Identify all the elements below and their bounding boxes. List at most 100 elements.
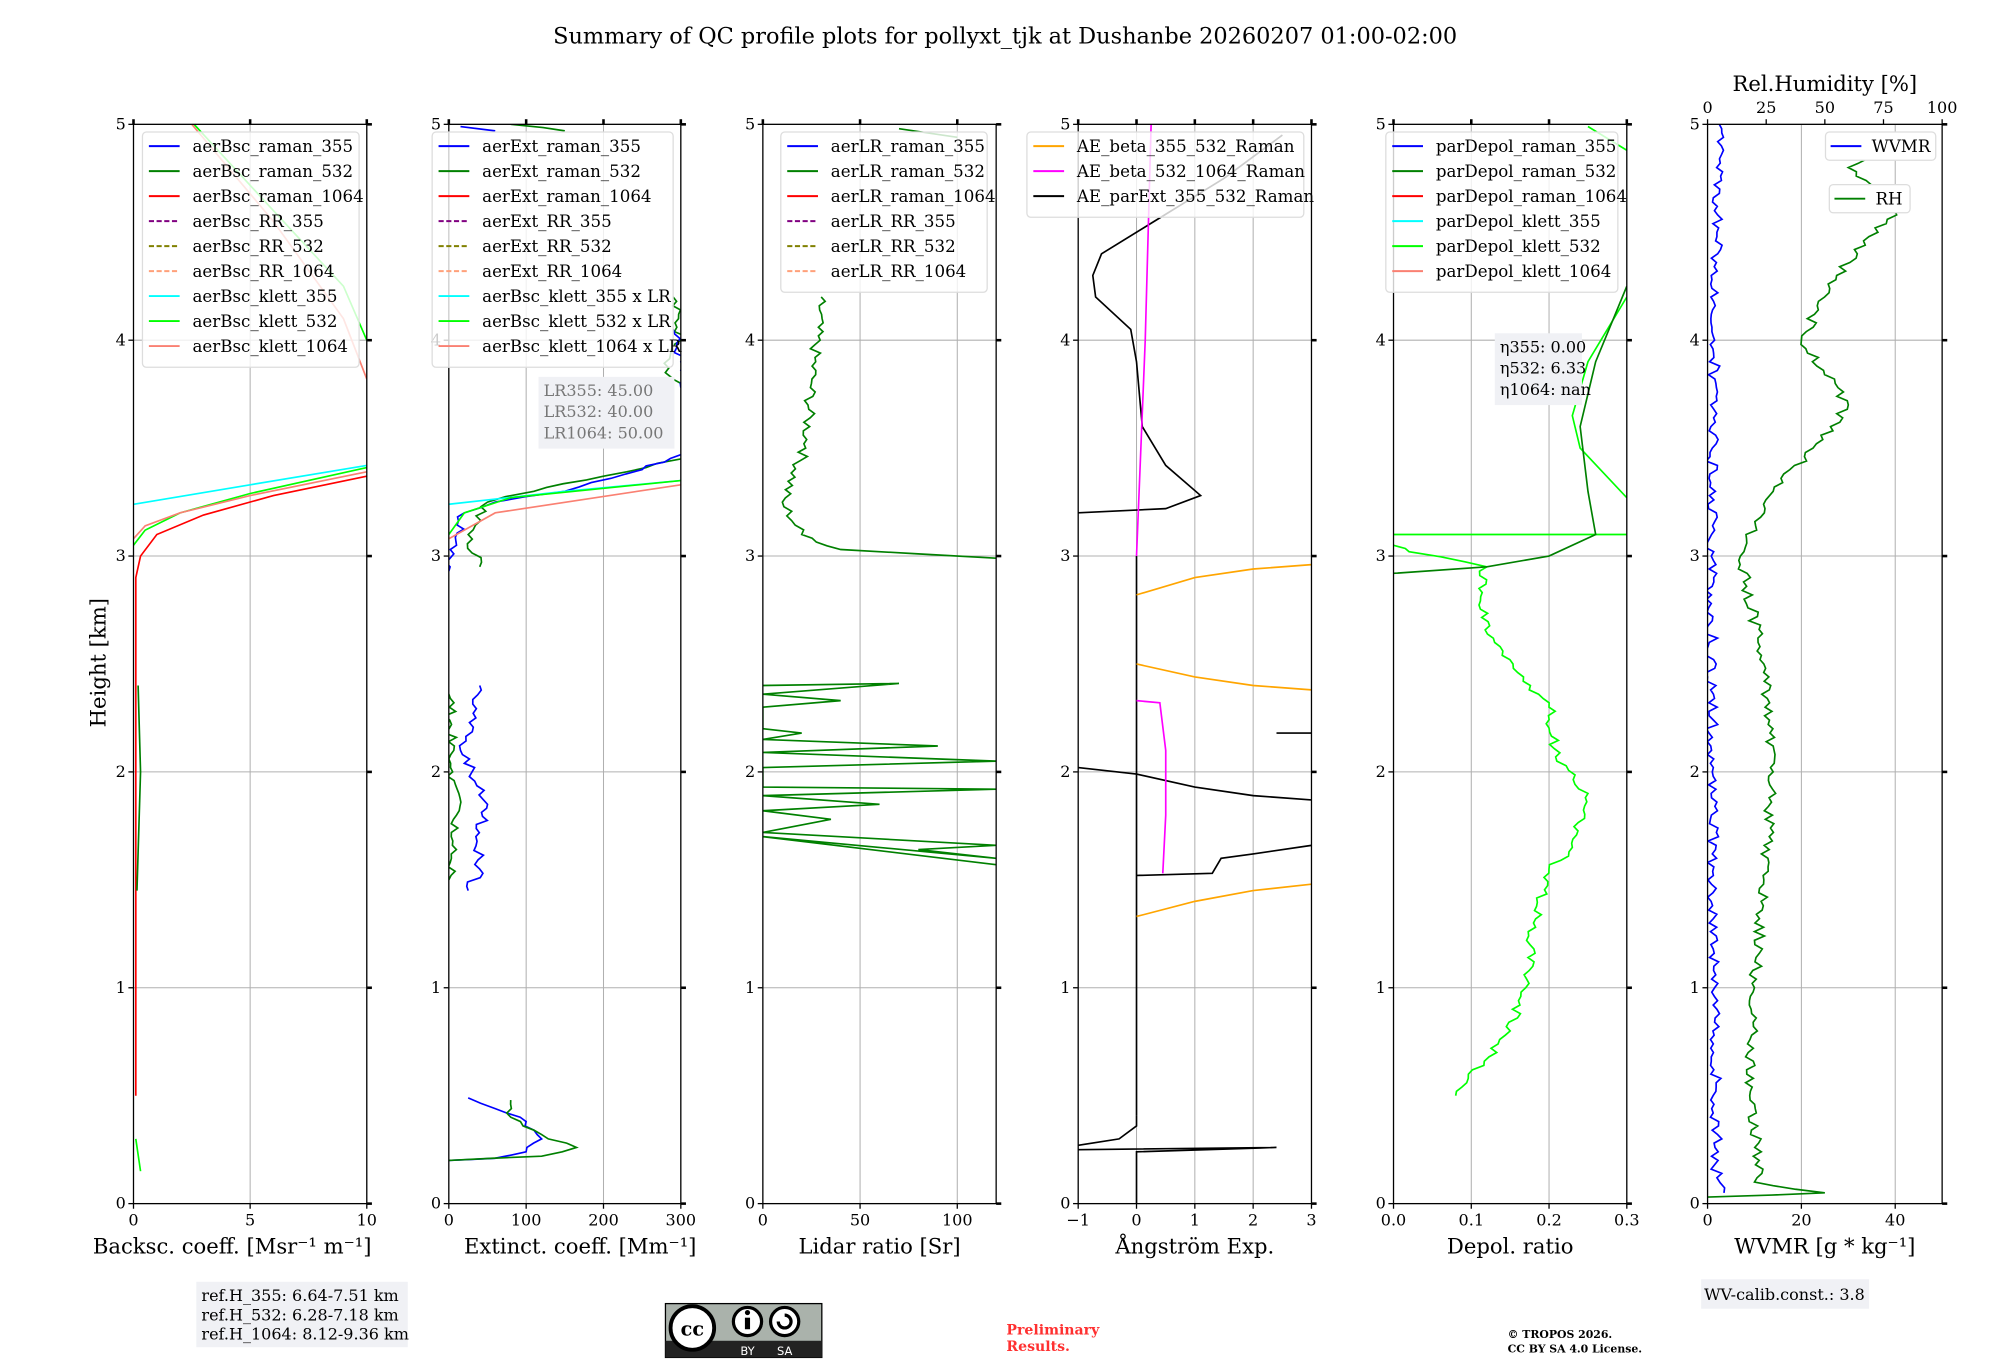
x-tick-label: 0 (444, 1210, 454, 1229)
legend-entry: aerLR_RR_532 (831, 237, 956, 256)
top-x-tick-label: 25 (1756, 98, 1776, 117)
x-tick-label: 0 (128, 1210, 138, 1229)
series-line-ae-beta-355-532-raman (1136, 563, 1312, 596)
legend-entry: parDepol_klett_355 (1436, 212, 1601, 231)
legend-wvmr: WVMR (1824, 131, 1937, 161)
legend-entry: aerExt_RR_1064 (482, 262, 622, 281)
axes-frame (448, 123, 682, 1205)
y-axis-label: Height [km] (85, 598, 110, 727)
x-axis-label: Backsc. coeff. [Msr⁻¹ m⁻¹] (93, 1234, 372, 1259)
license-note: CC BY SA 4.0 License. (1508, 1342, 1642, 1355)
y-tick-label: 4 (1376, 330, 1386, 349)
legend-entry: RH (1875, 189, 1902, 208)
x-tick-label: 0 (758, 1210, 768, 1229)
ref-heights-box: ref.H_355: 6.64-7.51 km ref.H_532: 6.28-… (196, 1281, 409, 1348)
annotation-line: η532: 6.33 (1500, 359, 1586, 378)
series-line-aerbsc-klett-532-x-lr (448, 479, 681, 535)
svg-text:SA: SA (777, 1344, 793, 1358)
figure-title: Summary of QC profile plots for pollyxt_… (553, 24, 1457, 50)
top-x-tick-label: 0 (1702, 98, 1712, 117)
x-tick-label: 0 (1131, 1210, 1141, 1229)
legend-entry: parDepol_klett_1064 (1436, 262, 1611, 281)
y-tick-label: 0 (745, 1194, 755, 1213)
legend-entry: parDepol_klett_532 (1436, 237, 1601, 256)
y-tick-label: 1 (1690, 978, 1700, 997)
x-tick-label: 0.1 (1459, 1210, 1484, 1229)
top-x-tick-label: 75 (1873, 98, 1893, 117)
y-tick-label: 4 (1690, 330, 1700, 349)
series-group (448, 124, 681, 1162)
x-tick-label: 100 (942, 1210, 973, 1229)
legend: parDepol_raman_355 parDepol_raman_532 parD… (1385, 131, 1627, 293)
axes-frame (762, 123, 997, 1205)
sa-icon (768, 1305, 801, 1338)
panel-2: 0123450100200300Extinct. coeff. [Mm⁻¹]ae… (431, 114, 696, 1258)
legend-entry: aerExt_raman_532 (482, 162, 641, 181)
x-axis-label: Ångström Exp. (1114, 1234, 1274, 1259)
y-tick-label: 5 (1690, 114, 1700, 133)
legend-entry: aerExt_raman_1064 (482, 187, 651, 206)
series-group (1707, 124, 1931, 1198)
series-line-aerbsc-raman-532 (136, 685, 142, 891)
series-line-aerext-raman-532 (448, 685, 462, 881)
y-tick-label: 4 (1060, 330, 1070, 349)
series-line-aerbsc-klett-532 (134, 1138, 142, 1172)
x-tick-label: 0.0 (1381, 1210, 1406, 1229)
x-tick-label: 300 (666, 1210, 697, 1229)
legend-entry: aerLR_RR_1064 (831, 262, 966, 281)
legend-entry: aerExt_raman_355 (482, 137, 641, 156)
y-tick-label: 0 (1060, 1194, 1070, 1213)
annotation-line: LR1064: 50.00 (544, 423, 664, 442)
legend-entry: parDepol_raman_1064 (1436, 187, 1627, 206)
svg-text:cc: cc (681, 1318, 704, 1341)
series-line-aerext-raman-532 (448, 1100, 579, 1162)
series-line-ae-parext-355-532-raman (1078, 134, 1283, 514)
preliminary-note-2: Results. (1006, 1339, 1070, 1355)
legend-entry: aerBsc_klett_532 (192, 312, 337, 331)
y-tick-label: 5 (745, 114, 755, 133)
x-axis-label: Lidar ratio [Sr] (798, 1234, 960, 1259)
y-tick-label: 4 (745, 330, 755, 349)
series-line-aerext-raman-532 (510, 124, 565, 132)
y-tick-label: 3 (745, 546, 755, 565)
x-tick-label: 0.3 (1614, 1210, 1639, 1229)
cc-by-sa-license-badge: cc BY SA (664, 1302, 823, 1359)
y-tick-label: 1 (1060, 978, 1070, 997)
cc-icon (668, 1304, 717, 1352)
x-axis-label: Extinct. coeff. [Mm⁻¹] (464, 1234, 696, 1259)
legend-entry: aerLR_raman_532 (831, 162, 985, 181)
series-line-aerext-raman-355 (458, 685, 489, 891)
legend: AE_beta_355_532_Raman AE_beta_532_1064_Ra… (1026, 131, 1314, 218)
y-tick-label: 3 (1060, 546, 1070, 565)
series-line-aerbsc-klett-355 (133, 464, 367, 506)
series-line-ae-parext-355-532-raman (1136, 844, 1312, 877)
y-tick-label: 5 (1060, 114, 1070, 133)
y-tick-label: 1 (431, 978, 441, 997)
axes-frame (1706, 123, 1943, 1205)
y-tick-label: 2 (1060, 762, 1070, 781)
series-line-rh (1707, 134, 1931, 1198)
series-line-aerext-raman-532 (663, 296, 681, 385)
series-line-wvmr (1707, 124, 1726, 1193)
series-line-aerlr-raman-532 (762, 682, 997, 866)
legend-entry: aerBsc_klett_1064 (192, 337, 348, 356)
series-line-aerext-raman-532 (466, 458, 681, 568)
x-tick-label: 3 (1306, 1210, 1316, 1229)
legend-entry: aerBsc_raman_1064 (192, 187, 363, 206)
legend-entry: aerBsc_raman_355 (192, 137, 353, 156)
series-line-aerbsc-klett-1064 (133, 471, 367, 540)
x-tick-label: 0 (1702, 1210, 1712, 1229)
legend-entry: aerBsc_klett_1064 x LR (482, 337, 682, 356)
y-tick-label: 4 (116, 330, 126, 349)
y-tick-label: 5 (116, 114, 126, 133)
y-tick-label: 2 (116, 762, 126, 781)
y-tick-label: 5 (1376, 114, 1386, 133)
legend: aerBsc_raman_355 aerBsc_raman_532 aerBsc_r… (141, 131, 364, 368)
legend-entry: AE_beta_355_532_Raman (1076, 137, 1295, 156)
series-line-ae-beta-355-532-raman (1136, 663, 1312, 691)
legend-entry: aerBsc_raman_532 (192, 162, 353, 181)
y-tick-label: 3 (1690, 546, 1700, 565)
legend: aerLR_raman_355 aerLR_raman_532 aerLR_rama… (780, 131, 996, 293)
